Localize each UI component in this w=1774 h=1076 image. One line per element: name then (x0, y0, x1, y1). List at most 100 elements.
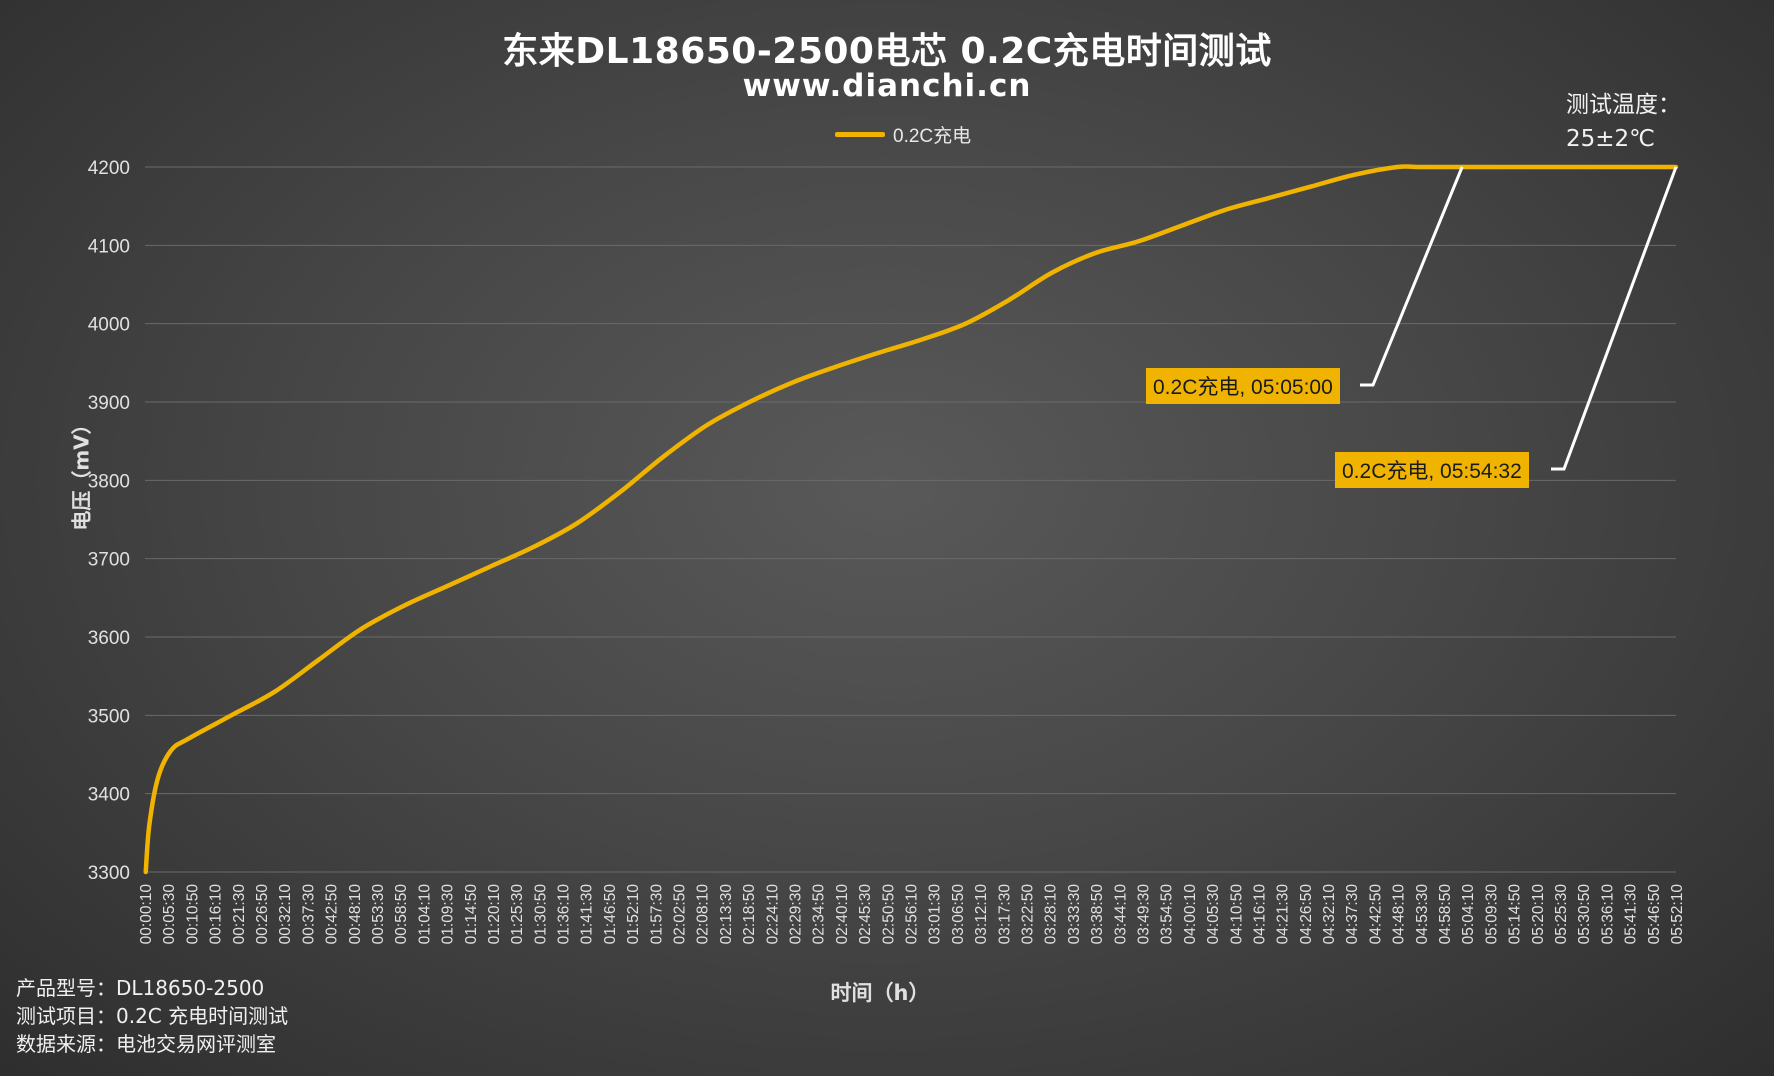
x-tick-label: 04:10:50 (1228, 884, 1245, 945)
x-tick-label: 01:14:50 (463, 884, 480, 945)
x-tick-label: 02:24:10 (764, 884, 781, 945)
x-tick-label: 01:30:50 (532, 884, 549, 945)
x-tick-label: 00:48:10 (347, 884, 364, 945)
x-tick-label: 05:46:50 (1646, 884, 1663, 945)
x-tick-label: 00:00:10 (138, 884, 155, 945)
y-tick-label: 3400 (88, 785, 130, 806)
footer-info: 产品型号：DL18650-2500 测试项目：0.2C 充电时间测试 数据来源：… (16, 974, 288, 1058)
annotation-label-1: 0.2C充电, 05:05:00 (1146, 368, 1340, 404)
y-tick-label: 3600 (88, 628, 130, 649)
y-tick-label: 3900 (88, 393, 130, 414)
x-tick-label: 04:53:30 (1414, 884, 1431, 945)
x-tick-label: 03:54:50 (1159, 884, 1176, 945)
y-axis-ticks: 3300 3400 3500 3600 3700 3800 3900 4000 4100 4200 (88, 158, 130, 884)
annotation-leader (1551, 166, 1678, 471)
x-tick-label: 05:25:30 (1553, 884, 1570, 945)
annotation-leader (1360, 166, 1464, 387)
x-tick-label: 03:22:50 (1019, 884, 1036, 945)
y-tick-label: 4100 (88, 236, 130, 257)
x-tick-label: 04:05:30 (1205, 884, 1222, 945)
x-tick-label: 04:26:50 (1298, 884, 1315, 945)
x-tick-label: 03:17:30 (996, 884, 1013, 945)
x-tick-label: 02:45:30 (857, 884, 874, 945)
x-tick-label: 04:21:30 (1275, 884, 1292, 945)
x-tick-label: 03:28:10 (1043, 884, 1060, 945)
x-tick-label: 04:16:10 (1251, 884, 1268, 945)
annotation-label-2: 0.2C充电, 05:54:32 (1335, 452, 1529, 488)
x-tick-label: 01:04:10 (416, 884, 433, 945)
x-tick-label: 03:38:50 (1089, 884, 1106, 945)
x-tick-label: 02:40:10 (834, 884, 851, 945)
legend-label: 0.2C充电 (893, 126, 972, 147)
y-tick-label: 3500 (88, 706, 130, 727)
x-axis-label: 时间（h） (830, 981, 930, 1005)
x-tick-label: 01:46:50 (602, 884, 619, 945)
x-tick-label: 01:09:30 (440, 884, 457, 945)
x-tick-label: 05:09:30 (1483, 884, 1500, 945)
y-tick-label: 4200 (88, 158, 130, 179)
annotation-leaders (1360, 166, 1678, 471)
x-tick-label: 00:05:30 (161, 884, 178, 945)
x-tick-label: 03:06:50 (950, 884, 967, 945)
x-tick-label: 03:01:30 (927, 884, 944, 945)
x-tick-label: 01:20:10 (486, 884, 503, 945)
x-tick-label: 02:34:50 (811, 884, 828, 945)
y-tick-label: 4000 (88, 315, 130, 336)
x-tick-label: 01:36:10 (556, 884, 573, 945)
legend: 0.2C充电 (835, 121, 971, 148)
x-tick-label: 03:33:30 (1066, 884, 1083, 945)
x-tick-label: 05:41:30 (1623, 884, 1640, 945)
temperature-value: 25±2℃ (1566, 126, 1656, 152)
x-tick-label: 00:32:10 (277, 884, 294, 945)
x-tick-label: 02:56:10 (904, 884, 921, 945)
x-tick-label: 03:49:30 (1135, 884, 1152, 945)
x-tick-label: 03:44:10 (1112, 884, 1129, 945)
x-tick-label: 00:53:30 (370, 884, 387, 945)
x-tick-label: 00:58:50 (393, 884, 410, 945)
x-axis-ticks: 00:00:10 00:05:30 00:10:50 00:16:10 00:21:30… (138, 884, 1686, 945)
x-tick-label: 01:25:30 (509, 884, 526, 945)
x-tick-label: 04:58:50 (1437, 884, 1454, 945)
y-tick-label: 3800 (88, 471, 130, 492)
x-tick-label: 02:50:50 (880, 884, 897, 945)
x-tick-label: 02:18:50 (741, 884, 758, 945)
x-tick-label: 04:48:10 (1391, 884, 1408, 945)
x-tick-label: 01:57:30 (648, 884, 665, 945)
x-tick-label: 05:52:10 (1669, 884, 1686, 945)
x-tick-label: 02:29:30 (788, 884, 805, 945)
x-tick-label: 04:00:10 (1182, 884, 1199, 945)
footer-product: 产品型号：DL18650-2500 (16, 976, 265, 1000)
x-tick-label: 05:14:50 (1507, 884, 1524, 945)
footer-source: 数据来源：电池交易网评测室 (16, 1032, 276, 1056)
temperature-label: 测试温度： (1566, 92, 1681, 118)
x-tick-label: 00:37:30 (300, 884, 317, 945)
legend-swatch (835, 132, 885, 137)
series-layer (143, 164, 1679, 875)
y-tick-label: 3300 (88, 863, 130, 884)
y-axis-label: 电压（mV） (69, 414, 94, 531)
chart-title: 东来DL18650-2500电芯 0.2C充电时间测试 (502, 31, 1272, 72)
x-tick-label: 01:52:10 (625, 884, 642, 945)
x-tick-label: 04:42:50 (1367, 884, 1384, 945)
chart-subtitle: www.dianchi.cn (742, 68, 1032, 104)
y-tick-label: 3700 (88, 550, 130, 571)
x-tick-label: 00:42:50 (324, 884, 341, 945)
x-tick-label: 02:02:50 (672, 884, 689, 945)
x-tick-label: 05:36:10 (1599, 884, 1616, 945)
x-tick-label: 03:12:10 (973, 884, 990, 945)
series-line-0.2C (143, 164, 1679, 875)
x-tick-label: 04:32:10 (1321, 884, 1338, 945)
footer-test-item: 测试项目：0.2C 充电时间测试 (16, 1004, 289, 1028)
x-tick-label: 04:37:30 (1344, 884, 1361, 945)
x-tick-label: 00:26:50 (254, 884, 271, 945)
temperature-note: 测试温度： 25±2℃ (1566, 88, 1681, 156)
x-tick-label: 02:08:10 (695, 884, 712, 945)
x-tick-label: 05:30:50 (1576, 884, 1593, 945)
x-tick-label: 05:20:10 (1530, 884, 1547, 945)
x-tick-label: 02:13:30 (718, 884, 735, 945)
x-tick-label: 01:41:30 (579, 884, 596, 945)
x-tick-label: 00:10:50 (184, 884, 201, 945)
x-tick-label: 00:16:10 (208, 884, 225, 945)
x-tick-label: 05:04:10 (1460, 884, 1477, 945)
